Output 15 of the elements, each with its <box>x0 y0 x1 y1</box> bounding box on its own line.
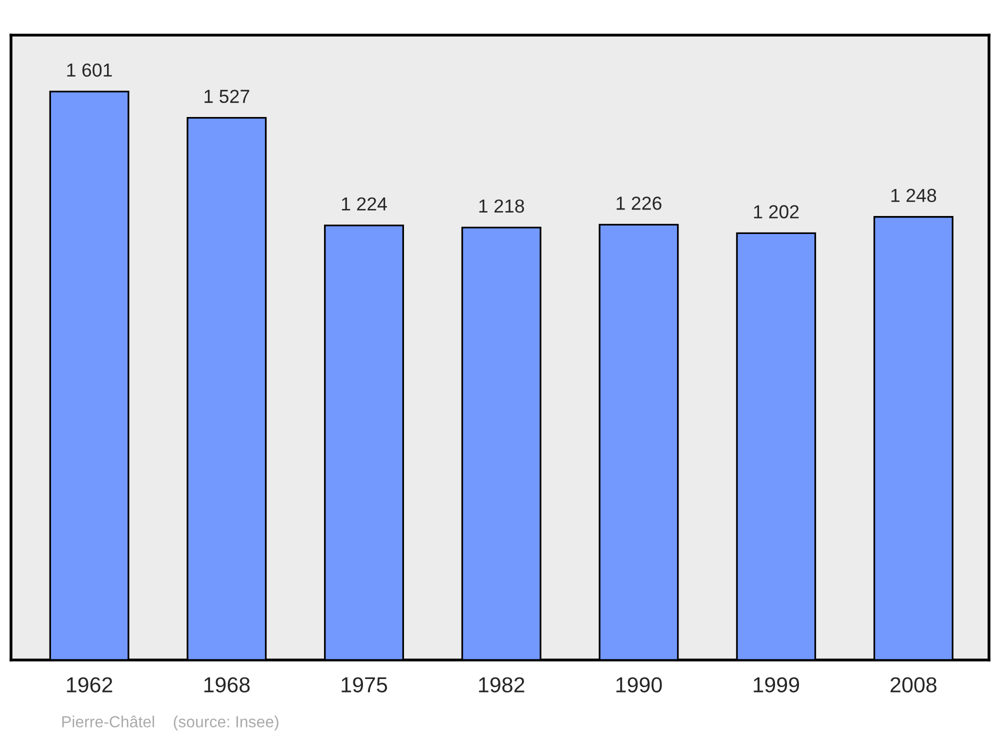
data-label: 1 218 <box>479 199 524 213</box>
x-tick-label: 2008 <box>890 677 936 692</box>
data-label: 1 527 <box>204 90 250 104</box>
x-tick-label: 1975 <box>342 677 388 692</box>
x-tick-label: 1990 <box>616 677 662 692</box>
data-label: 1 202 <box>754 205 799 218</box>
x-tick-label: 1968 <box>204 677 250 692</box>
x-tick-label: 1999 <box>754 677 800 692</box>
data-label: 1 248 <box>891 188 936 202</box>
text: Pierre-Châtel (source: Insee) <box>62 716 278 731</box>
x-tick-label: 1962 <box>66 677 112 692</box>
data-label: 1 226 <box>616 196 662 210</box>
data-label: 1 224 <box>342 197 387 210</box>
x-tick-label: 1982 <box>479 677 524 692</box>
data-label: 1 601 <box>67 63 112 77</box>
